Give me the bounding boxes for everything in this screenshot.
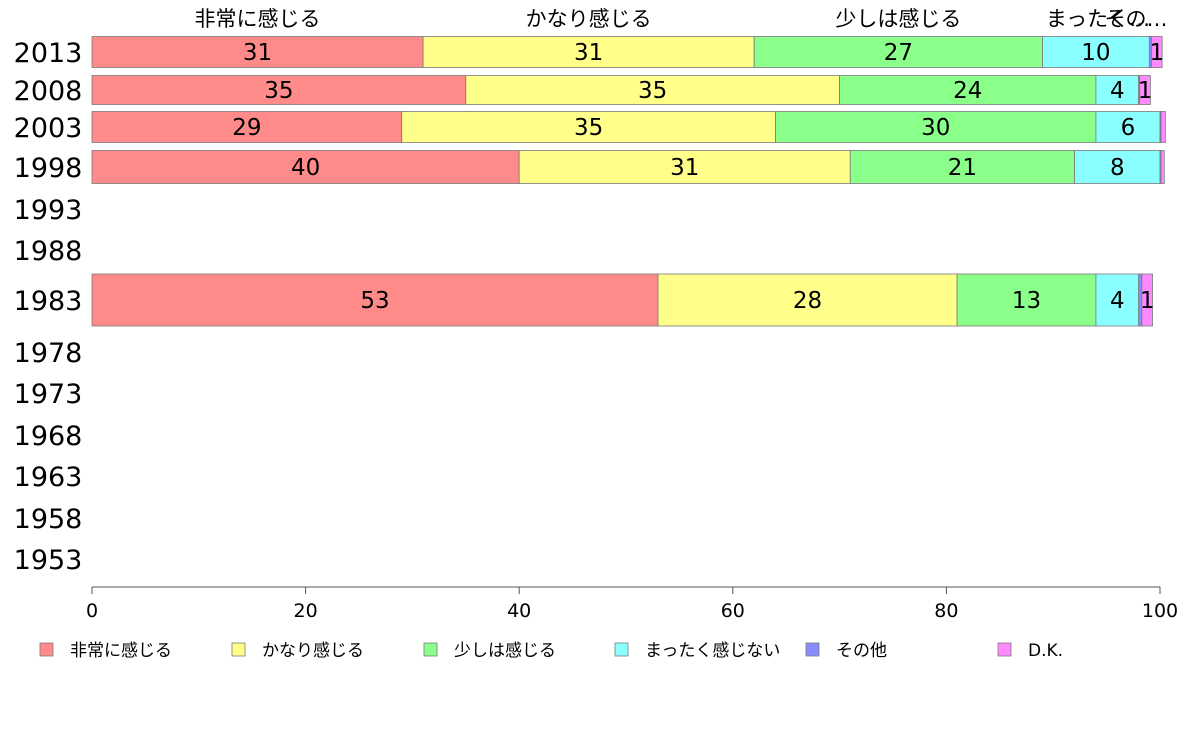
legend-swatch: [997, 642, 1012, 657]
bar-segment: [91, 111, 403, 143]
bar-segment: [839, 75, 1097, 105]
bar-segment: [91, 150, 520, 184]
bar-segment: [956, 273, 1097, 327]
legend-label: かなり感じる: [262, 641, 364, 661]
data-label: 21: [948, 155, 977, 181]
data-label: 53: [360, 288, 389, 314]
x-tick-label: 80: [934, 600, 958, 622]
data-label: 1: [1138, 78, 1153, 104]
legend-swatch: [614, 642, 629, 657]
data-label: 40: [291, 155, 320, 181]
legend-label: D.K.: [1028, 641, 1063, 661]
bar-segment: [1074, 150, 1161, 184]
data-label: 4: [1110, 78, 1125, 104]
bar-segment: [1095, 273, 1140, 327]
x-tick-label: 40: [507, 600, 531, 622]
bar-segment: [753, 36, 1043, 68]
legend-label: その他: [836, 641, 887, 661]
x-axis: 0 20 40 60 80 100: [86, 586, 1178, 622]
data-label: 4: [1110, 288, 1125, 314]
bar-segment: [1095, 111, 1161, 143]
bar-segment: [465, 75, 840, 105]
bar-segment: [1160, 150, 1165, 184]
top-label: かなり感じる: [526, 7, 652, 31]
row-label: 1998: [14, 153, 83, 184]
top-label: 非常に感じる: [195, 7, 321, 31]
row-label: 1973: [14, 379, 83, 410]
legend-label: 少しは感じる: [454, 641, 556, 661]
bar-segment: [401, 111, 776, 143]
row-label: 2013: [14, 38, 83, 69]
data-label: 6: [1121, 115, 1136, 141]
top-labels: 非常に感じる かなり感じる 少しは感じる まったく…その…: [195, 7, 1168, 31]
bar-segment: [1139, 75, 1151, 105]
bar-segment: [775, 111, 1097, 143]
bar-segment: [518, 150, 851, 184]
data-label: 24: [953, 78, 982, 104]
data-label: 10: [1081, 40, 1110, 66]
row-label: 1968: [14, 421, 83, 452]
row-label: 2008: [14, 76, 83, 107]
data-label: 29: [232, 115, 261, 141]
bar-segment: [1160, 111, 1166, 143]
data-label: 13: [1012, 288, 1041, 314]
data-label: 35: [638, 78, 667, 104]
x-tick-label: 0: [86, 600, 98, 622]
bar-segment: [1141, 273, 1153, 327]
x-tick-label: 100: [1142, 600, 1178, 622]
data-label: 31: [243, 40, 272, 66]
bar-segment: [422, 36, 755, 68]
row-label: 1988: [14, 236, 83, 267]
top-label: まったく…: [1046, 7, 1150, 31]
bar-segment: [91, 273, 659, 327]
data-label: 35: [574, 115, 603, 141]
bar-segment: [91, 75, 467, 105]
bar-segment: [91, 36, 424, 68]
x-tick-label: 60: [721, 600, 745, 622]
row-label: 1978: [14, 338, 83, 369]
legend-label: まったく感じない: [645, 641, 780, 661]
bar-segment: [849, 150, 1075, 184]
row-label: 1963: [14, 462, 83, 493]
row-label: 1953: [14, 545, 83, 576]
legend-label: 非常に感じる: [70, 641, 172, 661]
data-label: 31: [574, 40, 603, 66]
x-tick-label: 20: [294, 600, 318, 622]
legend-swatch: [423, 642, 438, 657]
bar-segment: [1095, 75, 1140, 105]
top-label: その…: [1105, 7, 1168, 31]
legend-swatch: [805, 642, 820, 657]
bar-segment: [1042, 36, 1150, 68]
legend-swatch: [39, 642, 54, 657]
row-label: 2003: [14, 113, 83, 144]
row-label: 1993: [14, 195, 83, 226]
data-label: 31: [670, 155, 699, 181]
legend-swatch: [231, 642, 246, 657]
bar-segment: [657, 273, 958, 327]
data-label: 8: [1110, 155, 1125, 181]
data-label: 1: [1149, 40, 1164, 66]
data-label: 35: [264, 78, 293, 104]
data-label: 27: [884, 40, 913, 66]
data-label: 30: [921, 115, 950, 141]
row-label: 1958: [14, 504, 83, 535]
row-label: 1983: [14, 286, 83, 317]
top-label: 少しは感じる: [835, 7, 961, 31]
data-label: 1: [1140, 288, 1155, 314]
bar-segment: [1151, 36, 1163, 68]
data-label: 28: [793, 288, 822, 314]
legend: 非常に感じる かなり感じる 少しは感じる まったく感じない その他 D.K.: [39, 641, 1063, 661]
